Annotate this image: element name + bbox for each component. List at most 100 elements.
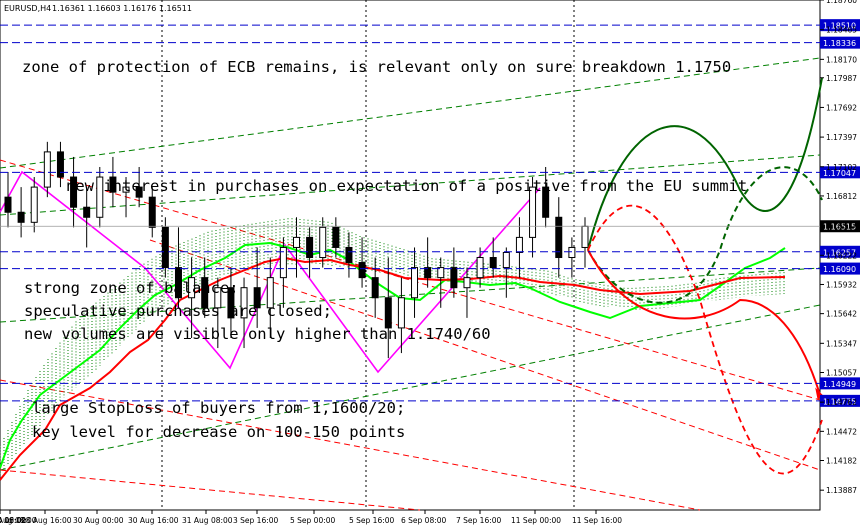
candle-body — [253, 287, 261, 309]
annotation-ecb-zone: zone of protection of ECB remains, is re… — [22, 58, 731, 76]
red-channel-line — [0, 379, 701, 511]
annotation-stoploss-line-2: key level for decrease on 100-150 points — [32, 423, 405, 441]
candle — [397, 277, 405, 354]
y-tick-label: 1.18170 — [826, 55, 857, 64]
forecast-bear-solid — [587, 249, 821, 396]
x-tick-label: 31 Aug 08:00 — [182, 516, 233, 525]
level-price-tag — [820, 36, 860, 49]
candle — [227, 267, 235, 338]
y-tick-label: 1.14472 — [826, 427, 857, 436]
candle-body — [56, 151, 64, 178]
candle-body — [30, 186, 38, 223]
level-price-label: 1.16090 — [823, 265, 856, 274]
y-tick-label: 1.16517 — [826, 222, 857, 231]
candle-body — [240, 287, 248, 319]
candle — [502, 247, 510, 298]
y-tick-label: 1.13887 — [826, 486, 857, 495]
candle — [253, 247, 261, 328]
candle — [306, 227, 314, 278]
candle-body — [581, 225, 589, 248]
candle — [4, 172, 12, 228]
candle — [293, 217, 300, 278]
candle — [109, 156, 117, 208]
y-tick-label: 1.15347 — [826, 339, 857, 348]
wave-zigzag — [0, 170, 541, 374]
candle — [463, 267, 471, 318]
candle-body — [555, 216, 563, 259]
level-price-tag — [820, 377, 860, 390]
x-tick-label: 28 Aug 16:00 — [21, 516, 72, 525]
x-tick-label: 7 Sep 16:00 — [456, 516, 502, 525]
y-tick-label: 1.17987 — [826, 74, 857, 83]
level-price-label: 1.14775 — [823, 397, 856, 406]
candle-body — [293, 236, 300, 248]
candle — [568, 237, 576, 278]
candle — [450, 247, 458, 298]
candle-body — [96, 176, 104, 218]
x-tick-label: 11 Sep 00:00 — [511, 516, 561, 525]
candle — [424, 237, 432, 288]
red-channel-line — [0, 159, 821, 401]
candle-body — [70, 176, 78, 208]
red-channel-line — [0, 469, 421, 511]
candle-body — [319, 226, 327, 259]
candle-body — [188, 277, 196, 299]
candle — [122, 177, 130, 218]
candle-body — [489, 257, 497, 269]
candle-body — [279, 246, 287, 279]
candle-body — [502, 251, 510, 269]
candle-body — [201, 277, 209, 309]
candle — [555, 197, 563, 278]
candle-body — [43, 151, 51, 188]
forecast-bull-solid — [587, 77, 823, 251]
candle — [43, 141, 51, 198]
y-tick-label: 1.14762 — [826, 398, 857, 407]
level-price-tag — [820, 19, 860, 32]
y-tick-label: 1.15642 — [826, 310, 857, 319]
candle — [70, 156, 78, 228]
candle-body — [529, 186, 537, 238]
candle-body — [568, 246, 576, 259]
current-price-label: 1.16515 — [823, 223, 856, 232]
annotation-balance-line-2: speculative purchases are closed; — [24, 302, 332, 320]
x-tick-label: 13 Sep 16:00 — [0, 516, 26, 525]
candle — [201, 257, 209, 318]
chart-ohlc: 1.16361 1.16603 1.16176 1.16511 — [52, 4, 192, 13]
candle — [489, 237, 497, 278]
candle — [345, 232, 353, 278]
candle — [279, 237, 287, 308]
x-tick-label: 30 Aug 16:00 — [128, 516, 179, 525]
candle-body — [135, 186, 143, 198]
candle — [188, 257, 196, 338]
x-tick-label: 28 Aug 08:00 — [0, 516, 37, 525]
candle — [476, 247, 484, 288]
candle — [161, 217, 169, 278]
level-price-tag — [820, 394, 860, 407]
candle — [371, 257, 379, 318]
tenkan-line — [0, 256, 786, 481]
y-tick-label: 1.18760 — [826, 0, 857, 5]
x-tick-label: 3 Sep 16:00 — [233, 516, 279, 525]
x-tick-label: 6 Sep 08:00 — [401, 516, 447, 525]
y-tick-label: 1.16222 — [826, 251, 857, 260]
candle-body — [122, 186, 130, 193]
chart-symbol: EURUSD,H4 — [4, 4, 51, 13]
x-tick-label: 30 Aug 00:00 — [73, 516, 124, 525]
candle-body — [515, 236, 523, 253]
candle-body — [397, 297, 405, 329]
candle-body — [424, 267, 432, 279]
candle-body — [214, 287, 222, 309]
candle — [411, 247, 419, 318]
level-price-tag — [820, 166, 860, 179]
level-price-label: 1.18510 — [823, 22, 856, 31]
y-tick-label: 1.17102 — [826, 163, 857, 172]
candle — [358, 237, 366, 288]
candle — [266, 257, 274, 338]
candle — [515, 217, 523, 278]
candle — [135, 166, 143, 208]
candle-body — [450, 267, 458, 289]
candle-body — [384, 297, 392, 329]
candle-body — [476, 257, 484, 279]
candle — [30, 177, 38, 233]
